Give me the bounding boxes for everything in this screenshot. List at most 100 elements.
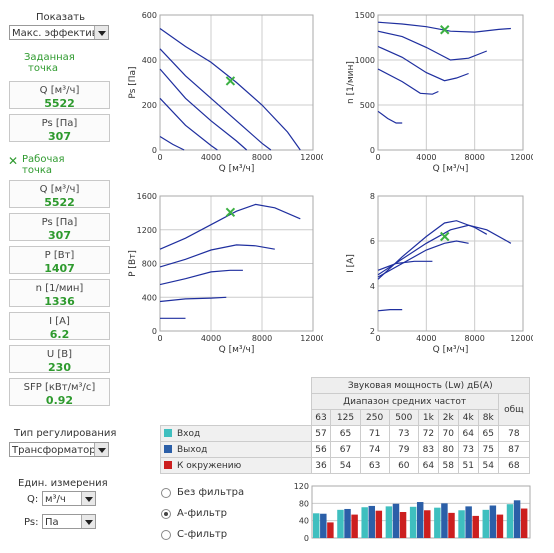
filter-radio[interactable] (161, 488, 171, 498)
workpoint-box: n [1/мин] 1336 (9, 279, 110, 308)
table-cell: 87 (497, 441, 531, 458)
series-line (377, 308, 403, 312)
y-tick-label: 500 (360, 101, 375, 110)
q-unit-select[interactable]: м³/ч (42, 491, 96, 506)
show-select[interactable]: Макс. эффективн (9, 25, 109, 40)
regulation-select[interactable]: Трансформатор (9, 442, 109, 457)
workpoint-box: Q [м³/ч] 5522 (9, 180, 110, 209)
sound-bar (416, 502, 424, 538)
table-corner (160, 377, 312, 426)
table-cell: 72 (417, 425, 439, 442)
filter-radio-label[interactable]: С-фильтр (177, 529, 228, 540)
workpoint-value: 230 (48, 361, 71, 374)
ps-unit-select[interactable]: Па (42, 514, 96, 529)
series-line (159, 244, 275, 268)
sound-bar (375, 510, 383, 538)
table-row: Выход 56 67 74 79 83 80 73 75 87 (160, 441, 531, 458)
workpoint-value: 6.2 (49, 328, 70, 341)
sound-bar (344, 508, 351, 538)
sound-bar (482, 509, 490, 538)
freq-header: 1k (417, 409, 439, 426)
work-point-marker (225, 207, 236, 217)
series-line (159, 135, 185, 151)
x-axis-label: Q [м³/ч] (433, 345, 469, 355)
sound-bar (465, 506, 472, 538)
row-label: Вход (177, 428, 201, 439)
table-cell: 65 (477, 425, 499, 442)
workpoint-caption: Ps [Па] (41, 217, 78, 228)
work-point-marker (440, 231, 450, 242)
x-tick-label: 4000 (416, 153, 436, 162)
freq-header: 8k (477, 409, 499, 426)
y-tick-label: 400 (142, 56, 157, 65)
filter-radio-label[interactable]: Без фильтра (177, 487, 245, 498)
sound-bar (313, 513, 320, 538)
setpoint-title-line1: Заданная (24, 52, 75, 63)
chevron-down-icon (94, 443, 108, 456)
sound-bar (472, 515, 479, 538)
sound-bar (434, 507, 441, 538)
x-tick-label: 8000 (252, 153, 272, 162)
chevron-down-icon (94, 26, 108, 39)
workpoint-caption: n [1/мин] (35, 283, 84, 294)
table-cell: 64 (457, 425, 479, 442)
table-cell: 63 (359, 457, 390, 474)
setpoint-box: Q [м³/ч] 5522 (9, 81, 110, 110)
table-cell: 57 (310, 425, 332, 442)
y-tick-label: 6 (370, 237, 375, 246)
y-tick-label: 0 (152, 327, 157, 336)
sound-bar (448, 512, 455, 538)
freq-header-total: общ (497, 393, 531, 426)
y-tick-label: 8 (370, 192, 375, 201)
x-tick-label: 4000 (201, 334, 221, 343)
workpoint-title-line1: Рабочая (22, 154, 65, 165)
plot-frame (377, 195, 524, 332)
row-label-cell: Вход (160, 425, 312, 442)
q-unit-label: Q: (27, 494, 39, 505)
legend-swatch (164, 444, 172, 453)
x-axis-label: Q [м³/ч] (219, 345, 255, 355)
workpoint-title: Рабочая точка (22, 154, 65, 176)
filter-radio[interactable] (161, 509, 171, 519)
x-tick-label: 0 (375, 153, 380, 162)
series-line (159, 203, 301, 250)
sound-bar-chart: 0 40 80 120 (294, 482, 531, 543)
sound-bar (361, 507, 368, 538)
sound-bar (351, 514, 358, 538)
plot-frame (159, 195, 314, 332)
table-cell: 73 (457, 441, 479, 458)
workpoint-caption: U [В] (46, 349, 73, 360)
series-line (159, 97, 218, 151)
series-line (377, 224, 512, 276)
freq-header: 125 (330, 409, 361, 426)
legend-swatch (164, 460, 172, 469)
sound-subtitle: Диапазон средних частот (310, 393, 499, 410)
freq-header: 500 (388, 409, 419, 426)
x-axis-label: Q [м³/ч] (433, 164, 469, 174)
sound-bar (513, 500, 521, 538)
setpoint-caption: Ps [Па] (41, 118, 78, 129)
sound-bar (489, 505, 497, 538)
y-tick-label: 400 (142, 293, 157, 302)
series-line (159, 28, 301, 151)
workpoint-value: 1407 (44, 262, 75, 275)
marker-stroke (440, 231, 450, 242)
show-select-value: Макс. эффективн (12, 28, 105, 39)
y-axis-label: Ps [Па] (128, 66, 138, 98)
filter-radio-label[interactable]: А-фильтр (177, 508, 227, 519)
work-point-marker (440, 25, 450, 35)
sound-bar (392, 503, 400, 538)
series-line (377, 68, 439, 95)
filter-radio[interactable] (161, 530, 171, 540)
regulation-select-value: Трансформатор (12, 445, 96, 456)
freq-header: 63 (310, 409, 332, 426)
table-cell: 71 (359, 425, 390, 442)
chevron-down-icon (81, 492, 95, 505)
table-cell: 79 (388, 441, 419, 458)
series-line (377, 240, 469, 278)
table-cell: 54 (330, 457, 361, 474)
setpoint-value: 307 (48, 130, 71, 143)
